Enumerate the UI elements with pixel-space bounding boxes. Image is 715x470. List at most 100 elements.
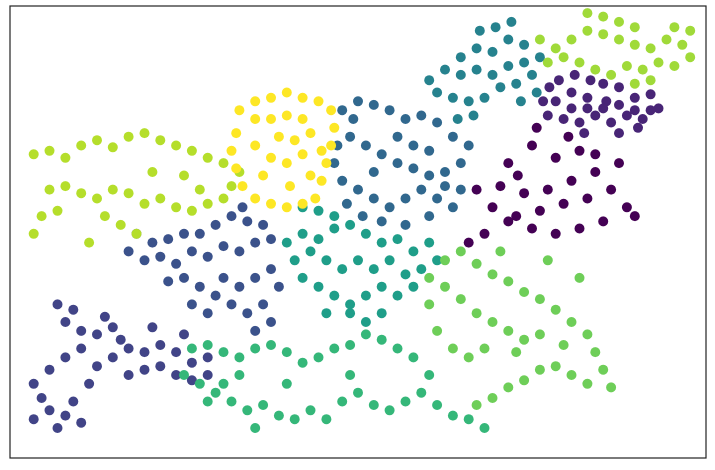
scatter-point [582, 103, 593, 114]
scatter-point [653, 57, 664, 68]
scatter-point [147, 322, 158, 333]
scatter-point [538, 96, 549, 107]
scatter-point [468, 110, 479, 121]
scatter-point [218, 347, 229, 358]
scatter-point [400, 193, 411, 204]
scatter-point [92, 193, 102, 204]
scatter-point [337, 105, 348, 116]
scatter-point [542, 184, 553, 195]
scatter-point [455, 184, 466, 195]
scatter-point [614, 128, 624, 139]
scatter-point [281, 202, 292, 213]
scatter-point [606, 69, 617, 80]
scatter-point [155, 193, 166, 204]
cluster-5-points [424, 16, 545, 124]
scatter-point [392, 290, 403, 301]
scatter-point [266, 114, 276, 124]
scatter-point [281, 237, 292, 248]
scatter-point [503, 158, 514, 169]
scatter-point [455, 69, 466, 80]
scatter-point [495, 181, 506, 192]
scatter-point [558, 198, 569, 209]
scatter-point [250, 114, 261, 124]
cluster-6-points [281, 202, 443, 327]
scatter-point [614, 82, 624, 93]
scatter-point [258, 170, 269, 181]
scatter-point [487, 46, 498, 57]
scatter-point [179, 329, 189, 340]
scatter-point [84, 378, 95, 389]
scatter-point [28, 228, 39, 239]
scatter-point [273, 281, 284, 292]
scatter-point [115, 334, 126, 345]
scatter-point [400, 219, 411, 230]
scatter-point [337, 264, 348, 275]
scatter-point [447, 202, 458, 213]
scatter-point [76, 188, 87, 199]
scatter-point [447, 92, 458, 103]
scatter-point [503, 34, 514, 45]
scatter-point [621, 202, 632, 213]
scatter-point [76, 417, 87, 428]
scatter-point [455, 52, 466, 63]
scatter-point [471, 400, 482, 410]
scatter-point [258, 400, 269, 410]
scatter-point [392, 343, 403, 354]
scatter-point [68, 396, 79, 407]
scatter-point [416, 184, 427, 195]
scatter-point [376, 281, 387, 292]
scatter-point [544, 82, 555, 93]
scatter-point [534, 294, 545, 305]
scatter-point [542, 255, 553, 266]
scatter-point [92, 135, 102, 146]
scatter-point [550, 228, 561, 239]
scatter-point [629, 78, 640, 89]
scatter-point [503, 61, 514, 71]
scatter-point [515, 96, 526, 107]
scatter-point [531, 122, 542, 133]
scatter-point [566, 317, 577, 327]
scatter-point [621, 110, 632, 121]
scatter-point [250, 343, 261, 354]
scatter-point [519, 334, 530, 345]
scatter-point [28, 149, 39, 160]
scatter-point [36, 393, 47, 403]
scatter-point [376, 149, 387, 160]
scatter-point [76, 343, 87, 354]
scatter-point [281, 158, 292, 169]
scatter-point [329, 290, 340, 301]
cluster-9-points [28, 128, 245, 248]
scatter-point [305, 405, 316, 416]
scatter-point [297, 149, 308, 160]
scatter-point [313, 96, 324, 107]
scatter-point [281, 378, 292, 389]
scatter-point [506, 16, 517, 27]
scatter-point [186, 205, 197, 216]
scatter-point [155, 361, 166, 372]
scatter-point [297, 114, 308, 124]
scatter-point [250, 325, 261, 336]
scatter-point [566, 370, 577, 380]
scatter-point [52, 205, 63, 216]
scatter-point [313, 205, 324, 216]
scatter-point [281, 347, 292, 358]
scatter-point [226, 396, 237, 407]
scatter-point [44, 145, 55, 156]
scatter-point [321, 308, 332, 319]
scatter-point [171, 202, 182, 213]
scatter-point [645, 89, 656, 100]
scatter-point [479, 343, 490, 354]
scatter-point [353, 387, 363, 398]
scatter-point [574, 223, 585, 234]
scatter-point [474, 25, 485, 36]
scatter-point [685, 52, 696, 63]
cluster-0-points [463, 122, 640, 248]
scatter-point [376, 216, 387, 227]
scatter-point [186, 299, 197, 310]
scatter-point [487, 69, 498, 80]
scatter-point [171, 370, 182, 380]
scatter-point [139, 255, 150, 266]
scatter-point [629, 92, 640, 103]
scatter-point [210, 290, 221, 301]
